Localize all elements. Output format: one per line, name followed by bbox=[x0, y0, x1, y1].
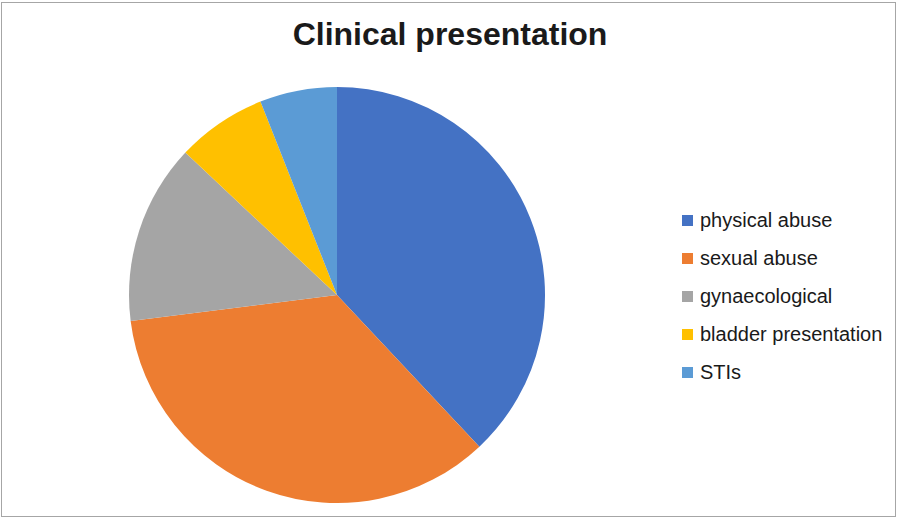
legend-swatch-stis bbox=[682, 367, 693, 378]
legend-item-bladder-presentation: bladder presentation bbox=[682, 315, 882, 353]
chart-title: Clinical presentation bbox=[0, 14, 900, 54]
legend-label: sexual abuse bbox=[700, 248, 818, 268]
legend-label: STIs bbox=[700, 362, 741, 382]
legend-swatch-sexual-abuse bbox=[682, 253, 693, 264]
chart-canvas: Clinical presentation physical abuse sexu… bbox=[0, 0, 900, 525]
legend: physical abuse sexual abuse gynaecological… bbox=[682, 201, 882, 391]
legend-label: gynaecological bbox=[700, 286, 832, 306]
legend-label: bladder presentation bbox=[700, 324, 882, 344]
legend-item-sexual-abuse: sexual abuse bbox=[682, 239, 882, 277]
legend-swatch-physical-abuse bbox=[682, 215, 693, 226]
legend-item-stis: STIs bbox=[682, 353, 882, 391]
legend-item-gynaecological: gynaecological bbox=[682, 277, 882, 315]
legend-label: physical abuse bbox=[700, 210, 832, 230]
pie-chart bbox=[127, 85, 547, 505]
legend-item-physical-abuse: physical abuse bbox=[682, 201, 882, 239]
legend-swatch-gynaecological bbox=[682, 291, 693, 302]
legend-swatch-bladder-presentation bbox=[682, 329, 693, 340]
